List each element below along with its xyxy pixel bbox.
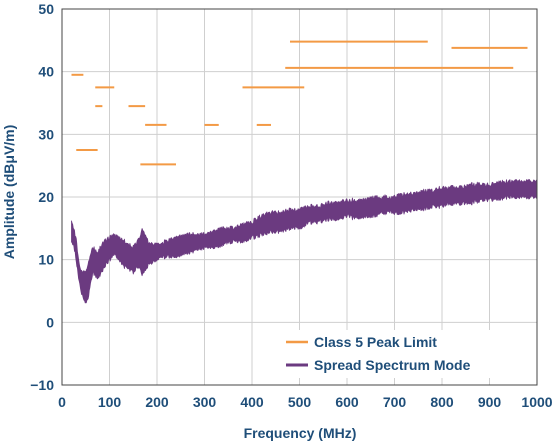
y-tick-label: 0 (46, 314, 54, 330)
x-tick-label: 600 (335, 394, 359, 410)
y-tick-label: 50 (38, 1, 54, 17)
limit-series (71, 40, 528, 166)
y-tick-label: 40 (38, 64, 54, 80)
x-tick-label: 700 (383, 394, 407, 410)
x-tick-label: 900 (478, 394, 502, 410)
legend-label-limit: Class 5 Peak Limit (314, 334, 437, 350)
spectrum-series (71, 178, 538, 304)
x-axis-title: Frequency (MHz) (244, 425, 357, 441)
axes (61, 8, 538, 386)
legend-label-spectrum: Spread Spectrum Mode (314, 357, 471, 373)
x-tick-labels: 0 100 200 300 400 500 600 700 800 900 1000 (58, 394, 553, 410)
x-tick-label: 300 (193, 394, 217, 410)
y-tick-label: 10 (38, 252, 54, 268)
x-tick-label: 0 (58, 394, 66, 410)
plot-frame (61, 8, 538, 386)
spread-spectrum-band (71, 178, 538, 304)
y-tick-label: −10 (30, 377, 54, 393)
x-tick-label: 200 (145, 394, 169, 410)
y-tick-label: 30 (38, 126, 54, 142)
x-tick-label: 1000 (521, 394, 552, 410)
x-tick-label: 100 (98, 394, 122, 410)
x-tick-label: 500 (288, 394, 312, 410)
legend-background (282, 330, 518, 378)
x-tick-label: 800 (430, 394, 454, 410)
y-axis-title: Amplitude (dBμV/m) (1, 125, 17, 260)
x-tick-label: 400 (240, 394, 264, 410)
y-tick-label: 20 (38, 189, 54, 205)
y-tick-labels: −10 0 10 20 30 40 50 (30, 1, 54, 393)
